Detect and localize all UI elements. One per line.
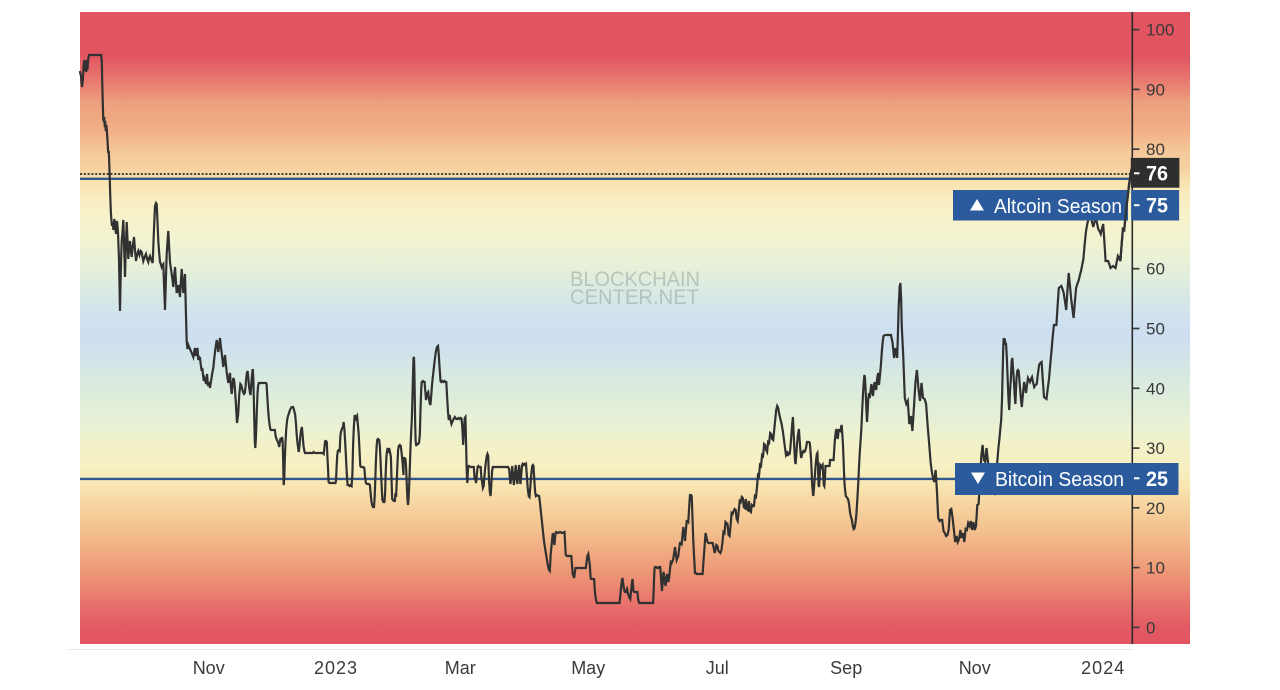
svg-text:2024: 2024 [1081,658,1125,678]
svg-text:Sep: Sep [830,658,862,678]
svg-text:80: 80 [1146,140,1165,159]
svg-text:50: 50 [1146,320,1165,339]
svg-text:BLOCKCHAIN: BLOCKCHAIN [570,268,700,291]
svg-text:25: 25 [1146,468,1168,491]
svg-text:90: 90 [1146,80,1165,99]
svg-text:CENTER.NET: CENTER.NET [570,286,699,309]
svg-text:Jul: Jul [706,658,729,678]
svg-text:Altcoin Season: Altcoin Season [994,196,1122,218]
svg-text:60: 60 [1146,260,1165,279]
svg-text:76: 76 [1146,163,1168,186]
svg-text:Bitcoin Season: Bitcoin Season [995,469,1124,491]
svg-text:Nov: Nov [193,658,225,678]
svg-text:May: May [571,658,605,678]
svg-text:40: 40 [1146,379,1165,398]
svg-text:Nov: Nov [959,658,991,678]
svg-text:20: 20 [1146,499,1165,518]
svg-text:2023: 2023 [314,658,358,678]
svg-text:100: 100 [1146,21,1174,40]
svg-text:75: 75 [1146,195,1168,218]
svg-text:0: 0 [1146,618,1155,637]
svg-text:10: 10 [1146,559,1165,578]
svg-text:30: 30 [1146,439,1165,458]
svg-text:Mar: Mar [445,658,476,678]
